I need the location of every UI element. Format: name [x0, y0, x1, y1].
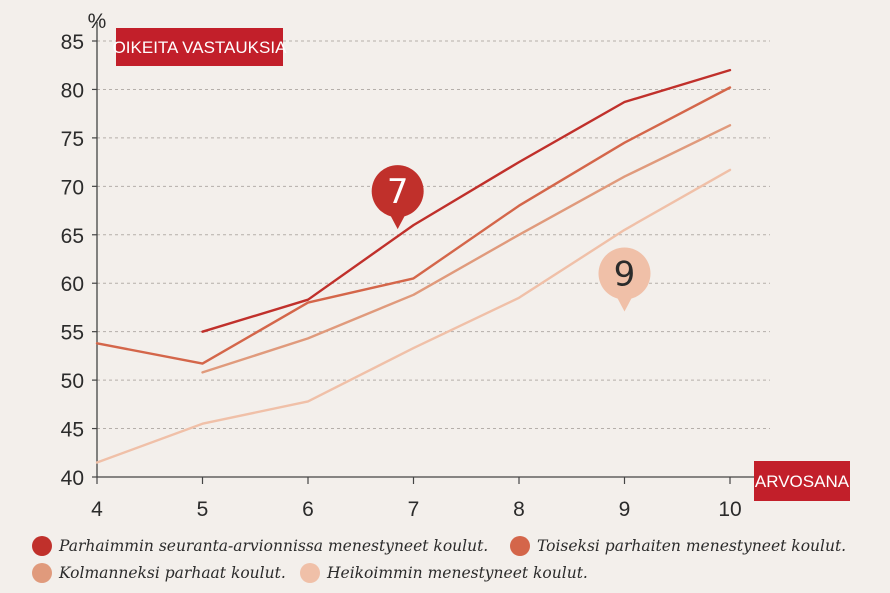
y-tick-label: 60 [61, 273, 84, 296]
y-axis-title: OIKEITA VASTAUKSIA [113, 38, 287, 57]
legend-swatch [510, 536, 530, 556]
y-tick-label: 85 [61, 31, 84, 54]
legend-swatch [300, 563, 320, 583]
legend-label: Toiseksi parhaiten menestyneet koulut. [537, 537, 847, 555]
legend-label: Heikoimmin menestyneet koulut. [327, 564, 588, 582]
y-axis-title-box [116, 28, 283, 66]
legend-swatch [32, 563, 52, 583]
legend-item: Kolmanneksi parhaat koulut. [32, 563, 286, 583]
x-tick-label: 4 [91, 498, 103, 521]
y-tick-label: 45 [61, 419, 84, 442]
x-tick-label: 7 [408, 498, 420, 521]
x-tick-label: 5 [197, 498, 209, 521]
legend-row-2: Kolmanneksi parhaat koulut. Heikoimmin m… [32, 563, 882, 590]
y-tick-label: 75 [61, 128, 84, 151]
x-tick-label: 10 [718, 498, 741, 521]
annotation-pin-9: 9 [598, 247, 651, 312]
x-tick-label: 6 [302, 498, 314, 521]
y-tick-label: 70 [61, 176, 84, 199]
series-line-2 [95, 86, 732, 365]
legend-label: Kolmanneksi parhaat koulut. [59, 564, 286, 582]
legend-label: Parhaimmin seuranta-arvionnissa menestyn… [59, 537, 489, 555]
x-tick-label: 8 [513, 498, 525, 521]
pin-label: 7 [387, 172, 409, 212]
x-axis-title-box [754, 461, 850, 501]
legend: Parhaimmin seuranta-arvionnissa menestyn… [32, 536, 882, 590]
pin-circle [598, 247, 651, 300]
y-unit-label: % [88, 10, 107, 33]
x-tick-label: 9 [619, 498, 631, 521]
legend-row-1: Parhaimmin seuranta-arvionnissa menestyn… [32, 536, 882, 563]
pin-circle [371, 165, 424, 218]
legend-item: Heikoimmin menestyneet koulut. [300, 563, 588, 583]
legend-swatch [32, 536, 52, 556]
series-line-4 [95, 168, 732, 464]
annotation-pin-7: 7 [371, 165, 424, 230]
y-tick-label: 40 [61, 467, 84, 490]
y-tick-label: 80 [61, 79, 84, 102]
y-tick-label: 55 [61, 322, 84, 345]
y-tick-label: 65 [61, 225, 84, 248]
series-line-1 [201, 68, 732, 333]
x-axis-title: ARVOSANA [755, 472, 850, 491]
series-line-3 [201, 124, 732, 374]
pin-label: 9 [614, 255, 636, 295]
legend-item: Parhaimmin seuranta-arvionnissa menestyn… [32, 536, 488, 556]
legend-item: Toiseksi parhaiten menestyneet koulut. [510, 536, 846, 556]
y-tick-label: 50 [61, 370, 84, 393]
